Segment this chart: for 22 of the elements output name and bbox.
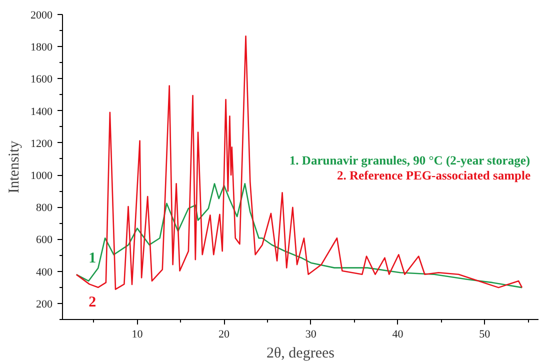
x-tick-label: 10 [132,328,144,340]
x-tick-label: 30 [305,328,317,340]
x-axis-title: 2θ, degrees [266,346,335,362]
y-tick-label: 1600 [30,74,53,86]
y-tick-label: 1800 [30,42,53,54]
x-tick-label: 50 [479,328,491,340]
y-tick-label: 400 [36,266,53,278]
y-axis-title: Intensity [6,140,22,194]
text: 2. Reference PEG-associated sample [337,168,531,183]
y-tick-label: 2000 [30,10,53,22]
y-tick-label: 1000 [30,170,53,182]
text: 1. Darunavir granules, 90 °C (2-year storage) [289,154,530,168]
x-tick-label: 20 [218,328,230,340]
y-tick-label: 1200 [30,138,53,150]
annotation: 2 [88,294,96,311]
y-tick-label: 600 [36,234,53,246]
y-tick-label: 800 [36,202,53,214]
x-tick-label: 40 [392,328,404,340]
y-tick-label: 200 [36,298,53,310]
y-tick-label: 1400 [30,106,53,118]
line-series [76,183,523,288]
annotation: 1 [88,250,96,267]
